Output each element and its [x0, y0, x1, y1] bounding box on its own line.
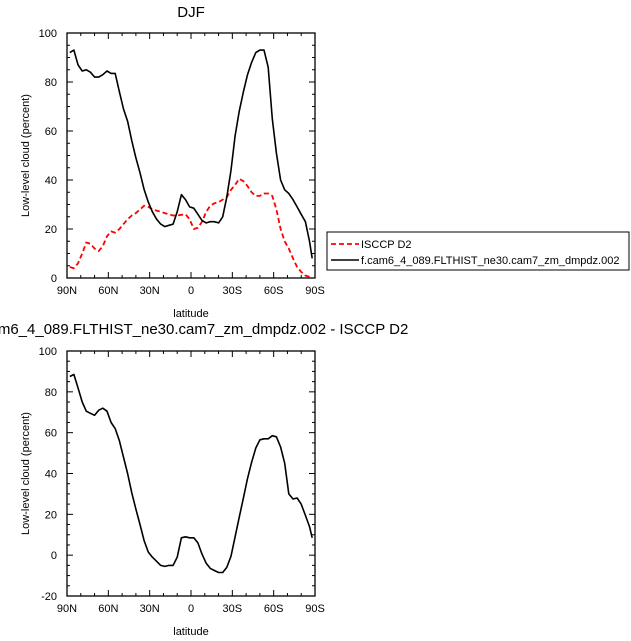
top-y-tick-label: 20 — [45, 224, 57, 236]
bottom-x-tick-label: 90N — [57, 603, 77, 615]
bottom-y-axis-label: Low-level cloud (percent) — [20, 412, 32, 535]
bottom-y-tick-label: 20 — [45, 509, 57, 521]
top-chart-title: DJF — [177, 4, 205, 21]
top-x-tick-label: 30N — [140, 285, 160, 297]
bottom-series-line-0 — [69, 373, 313, 574]
bottom-y-tick-label: 100 — [39, 346, 57, 358]
bottom-x-axis-label: latitude — [173, 626, 208, 638]
top-x-tick-label: 90S — [305, 285, 325, 297]
bottom-y-tick-label: 80 — [45, 387, 57, 399]
top-y-axis-label: Low-level cloud (percent) — [20, 94, 32, 217]
bottom-x-tick-label: 30N — [140, 603, 160, 615]
bottom-y-tick-label: 60 — [45, 428, 57, 440]
top-chart-panel: DJF 90N 60N 30N 0 30S 60S 90S 0 20 40 60 80 100 lati… — [20, 4, 325, 320]
top-series-line-1 — [69, 49, 313, 259]
bottom-chart-title: f.cam6_4_089.FLTHIST_ne30.cam7_zm_dmpdz.… — [0, 321, 408, 338]
top-y-tick-label: 40 — [45, 175, 57, 187]
bottom-y-tick-label: -20 — [41, 591, 57, 603]
top-x-tick-label: 90N — [57, 285, 77, 297]
top-x-tick-label: 0 — [188, 285, 194, 297]
top-y-tick-label: 80 — [45, 77, 57, 89]
top-x-tick-label: 60N — [98, 285, 118, 297]
bottom-plot-frame — [66, 350, 316, 597]
bottom-x-tick-label: 60S — [264, 603, 284, 615]
bottom-y-tick-label: 40 — [45, 469, 57, 481]
top-y-tick-label: 100 — [39, 28, 57, 40]
top-x-axis-label: latitude — [173, 308, 208, 320]
legend-box — [326, 231, 630, 271]
bottom-x-tick-label: 30S — [223, 603, 243, 615]
legend-label-model: f.cam6_4_089.FLTHIST_ne30.cam7_zm_dmpdz.… — [361, 255, 619, 267]
legend-label-isccp: ISCCP D2 — [361, 239, 412, 251]
top-x-tick-label: 30S — [223, 285, 243, 297]
top-series-line-0 — [69, 177, 313, 279]
bottom-x-tick-label: 0 — [188, 603, 194, 615]
legend: ISCCP D2 f.cam6_4_089.FLTHIST_ne30.cam7_… — [326, 231, 630, 271]
top-x-tick-label: 60S — [264, 285, 284, 297]
top-y-tick-label: 60 — [45, 126, 57, 138]
bottom-y-tick-label: 0 — [51, 550, 57, 562]
bottom-x-tick-label: 60N — [98, 603, 118, 615]
bottom-x-tick-label: 90S — [305, 603, 325, 615]
bottom-chart-panel: f.cam6_4_089.FLTHIST_ne30.cam7_zm_dmpdz.… — [0, 321, 408, 638]
top-y-tick-label: 0 — [51, 273, 57, 285]
